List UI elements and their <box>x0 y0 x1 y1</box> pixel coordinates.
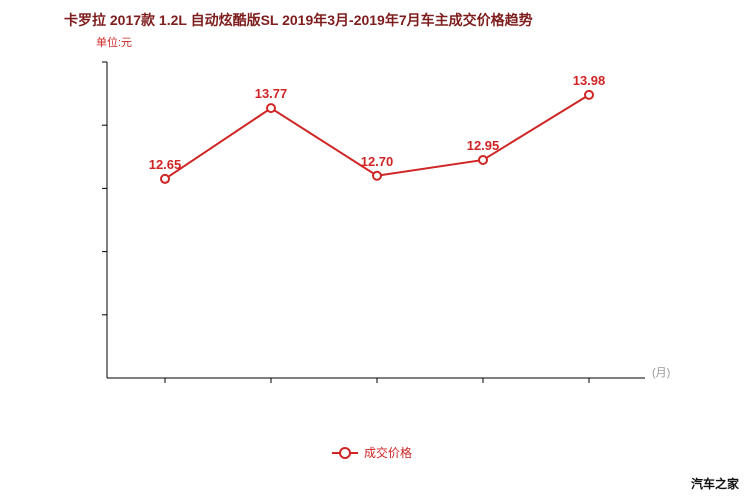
data-point-label: 12.95 <box>467 138 500 153</box>
data-point-label: 13.77 <box>255 86 288 101</box>
legend-label: 成交价格 <box>363 446 412 460</box>
data-point-marker <box>584 89 594 100</box>
legend-item-price[interactable]: 成交价格 <box>331 444 412 461</box>
data-point-label: 13.98 <box>573 73 606 88</box>
x-axis-label: (月) <box>652 367 671 379</box>
y-axis-unit-label: 单位:元 <box>96 37 133 49</box>
data-point-marker <box>160 173 170 184</box>
chart-title: 卡罗拉 2017款 1.2L 自动炫酷版SL 2019年3月-2019年7月车主… <box>64 12 533 28</box>
legend-line-marker-icon <box>331 446 358 459</box>
data-point-label: 12.65 <box>149 157 182 172</box>
data-point-marker <box>372 170 382 181</box>
data-point-marker <box>478 154 488 165</box>
data-point-marker <box>266 103 276 114</box>
legend: 成交价格 <box>0 444 744 461</box>
data-point-label: 12.70 <box>361 154 394 169</box>
watermark-autohome: 汽车之家 <box>690 477 739 491</box>
